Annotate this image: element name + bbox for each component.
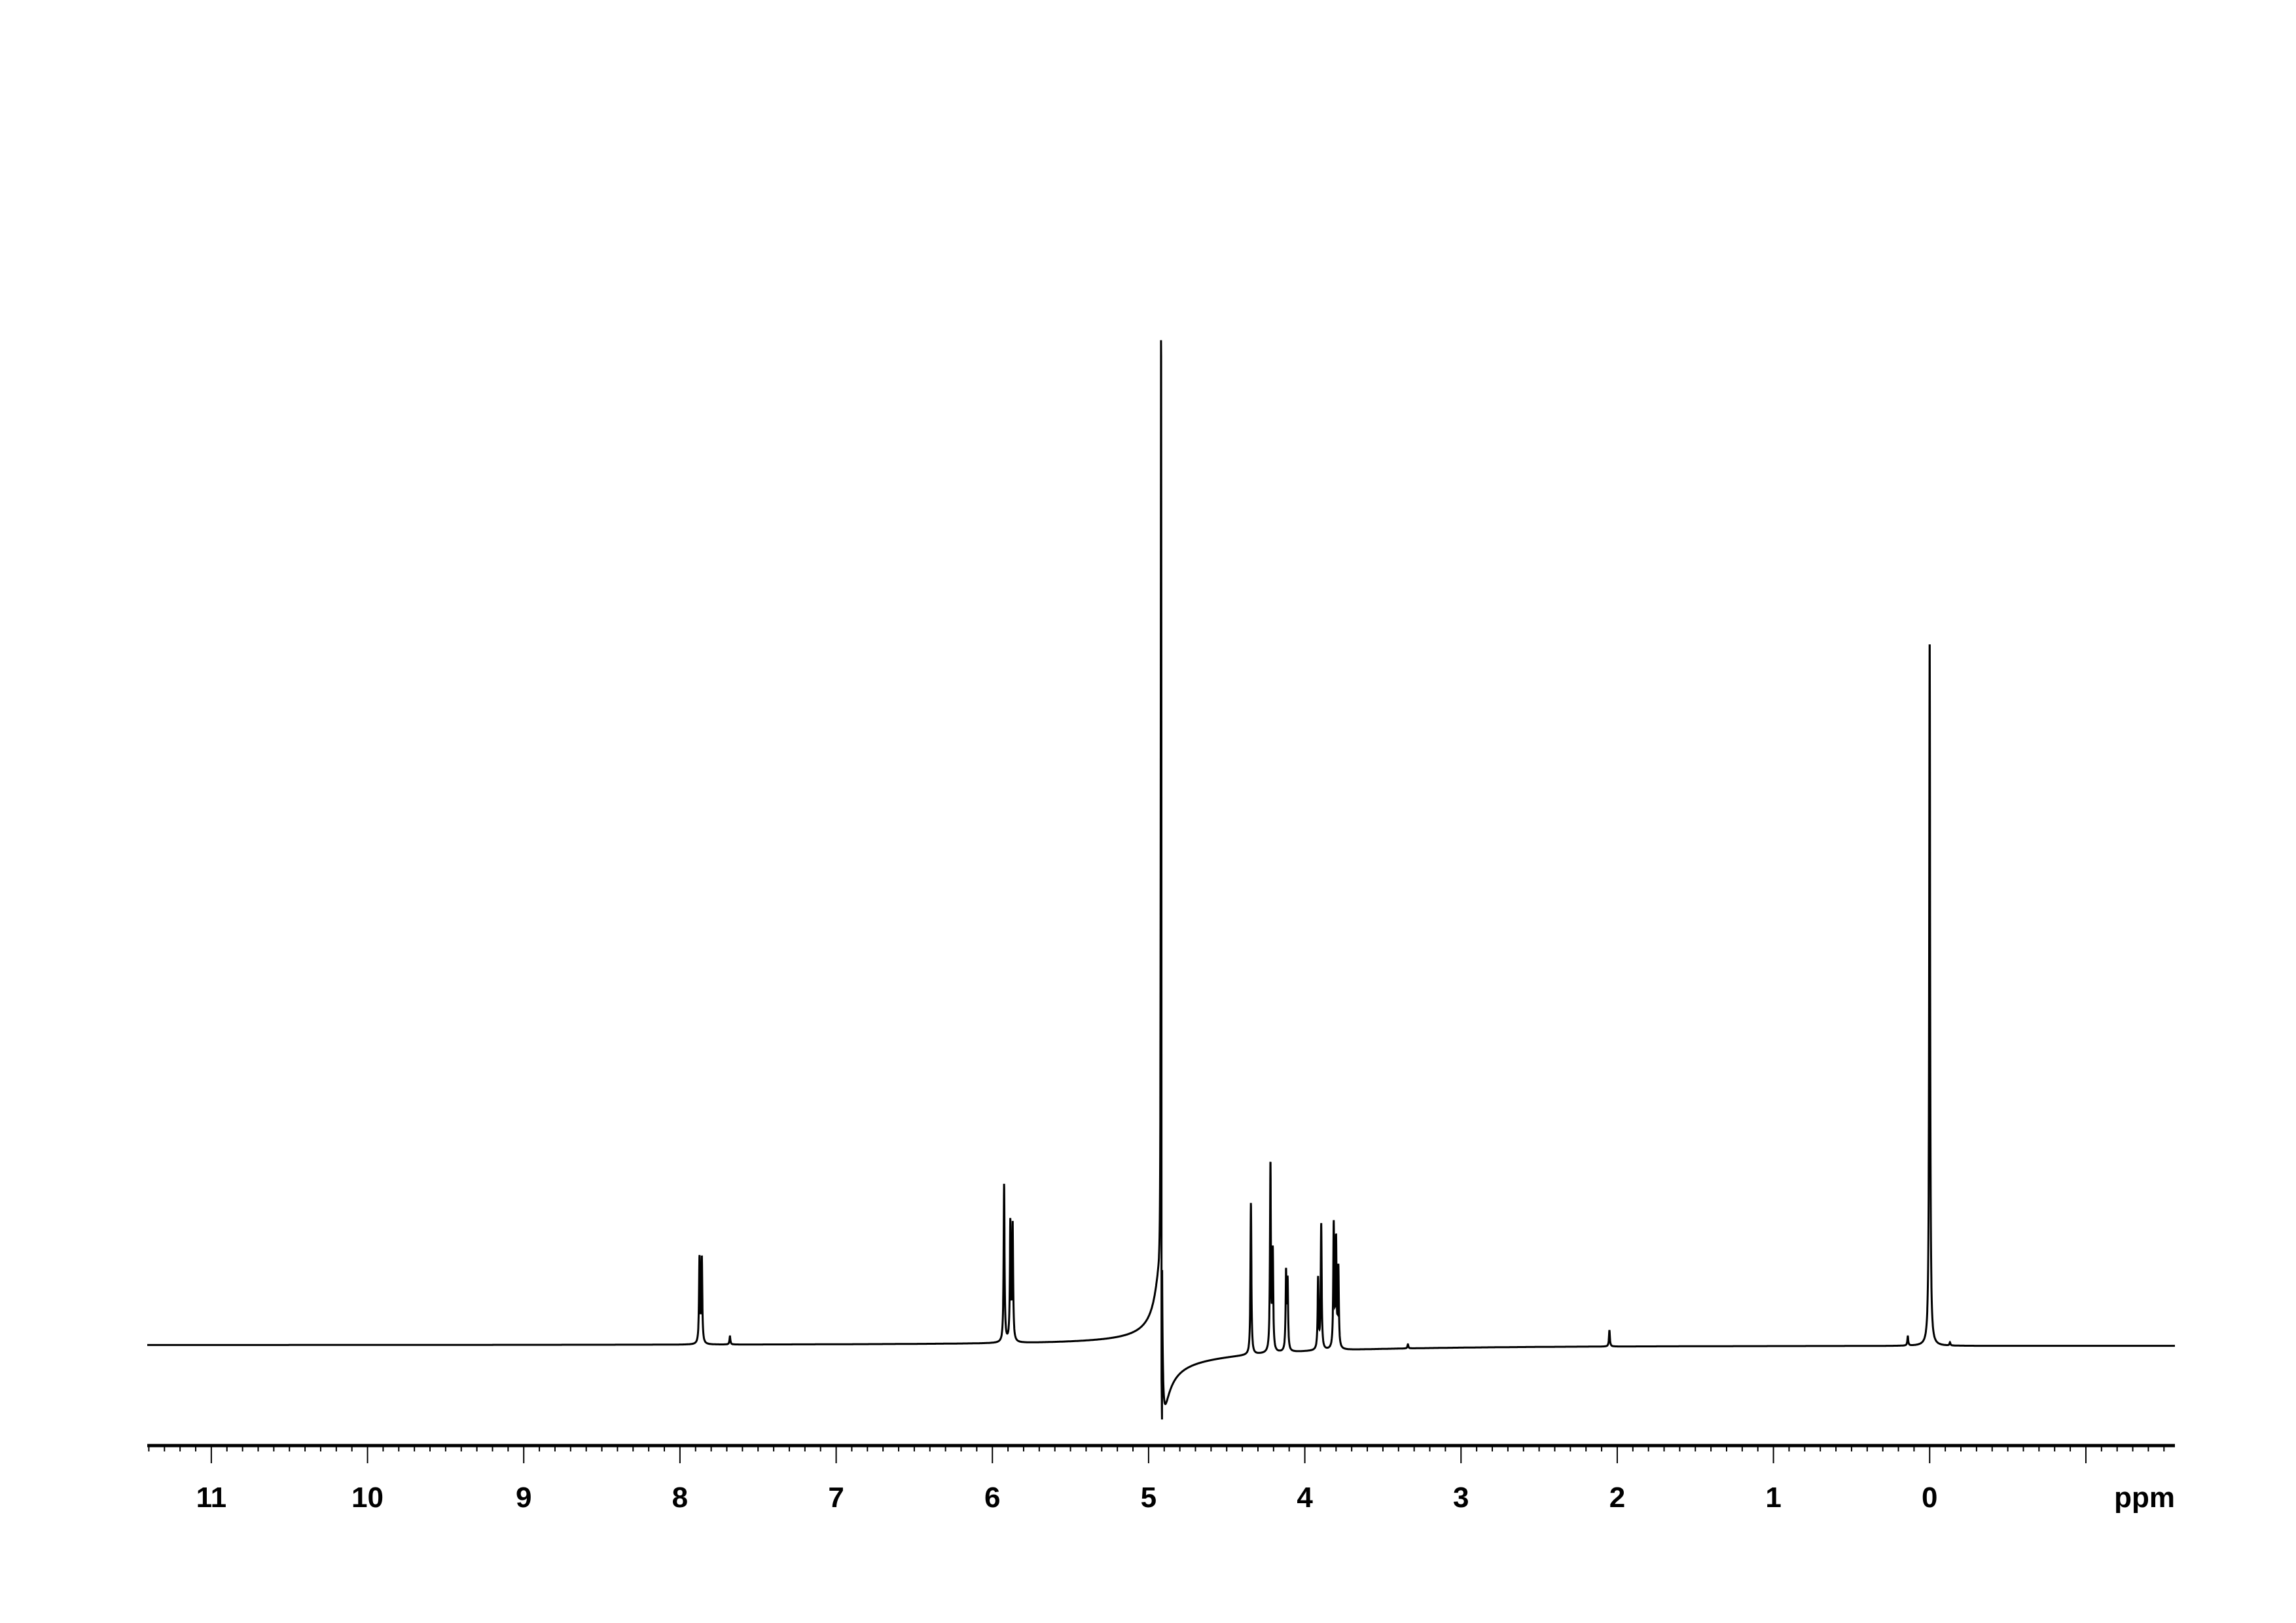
tick-label-8: 8 [672, 1482, 688, 1514]
tick-label-7: 7 [828, 1482, 844, 1514]
x-axis-tick-labels: 11 10 9 8 7 6 5 4 3 2 1 0 ppm [196, 1482, 2175, 1514]
tick-label-4: 4 [1297, 1482, 1313, 1514]
tick-label-3: 3 [1453, 1482, 1469, 1514]
tick-label-0: 0 [1922, 1482, 1937, 1514]
tick-label-1: 1 [1765, 1482, 1781, 1514]
spectrum-trace [147, 340, 2175, 1420]
tick-label-6: 6 [984, 1482, 1000, 1514]
tick-label-2: 2 [1609, 1482, 1625, 1514]
tick-label-11: 11 [196, 1482, 227, 1514]
tick-label-9: 9 [516, 1482, 531, 1514]
x-axis-unit-label: ppm [2114, 1482, 2175, 1514]
tick-label-10: 10 [351, 1482, 384, 1514]
tick-label-5: 5 [1141, 1482, 1157, 1514]
x-axis-ticks [148, 1447, 2165, 1463]
